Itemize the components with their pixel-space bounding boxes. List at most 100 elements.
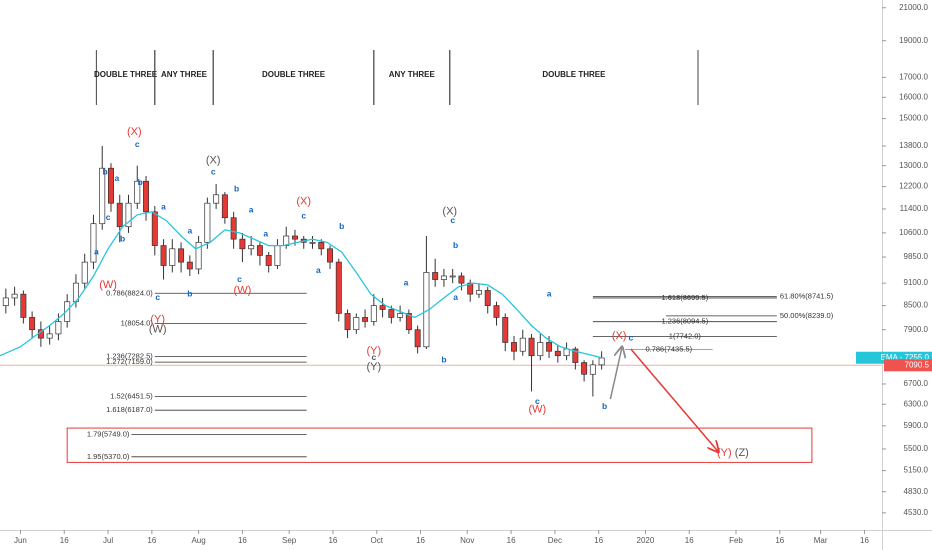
candle-body [55, 321, 62, 335]
wave-label: b [602, 401, 607, 411]
candle-body [598, 357, 605, 366]
candle-body [81, 261, 88, 284]
candle-body [563, 348, 570, 357]
section-label: ANY THREE [161, 70, 208, 79]
wave-label: (W) [234, 284, 252, 296]
candle-body [265, 255, 272, 266]
candle-body [528, 337, 535, 357]
candle-body [213, 194, 220, 204]
x-tick-label: Jun [14, 536, 27, 545]
x-tick-label: 16 [594, 536, 603, 545]
y-tick-label: 6300.0 [904, 399, 929, 408]
fib-level-label: 1.272(7159.0) [106, 357, 153, 366]
fib-level-label: 1.618(8699.5) [662, 293, 709, 302]
wave-label: a [94, 246, 99, 256]
candle-body [11, 293, 18, 299]
candle-body [99, 167, 106, 225]
candle-body [449, 275, 456, 278]
wave-label: b [339, 221, 344, 231]
candle-body [467, 282, 474, 295]
x-tick-label: Oct [371, 536, 384, 545]
fib-level-label: 1.52(6451.5) [110, 391, 153, 400]
candle-body [440, 275, 447, 280]
candle-body [248, 245, 255, 250]
wave-label: (Y) [717, 447, 732, 459]
x-tick-label: Sep [282, 536, 297, 545]
wave-label: a [114, 173, 119, 183]
candle-body [143, 180, 150, 213]
x-tick-label: 16 [775, 536, 784, 545]
candle-body [116, 202, 123, 228]
candle-body [502, 317, 509, 343]
candle-body [475, 290, 482, 295]
ema-badge-label: EMA - 7255.0 [881, 353, 930, 362]
wave-label: c [371, 352, 376, 362]
ema-line [0, 211, 602, 359]
wave-label: b [187, 288, 192, 298]
y-tick-label: 5500.0 [904, 444, 929, 453]
x-tick-label: 16 [238, 536, 247, 545]
candle-body [274, 245, 281, 266]
x-tick-label: 16 [147, 536, 156, 545]
fib-level-label: 1.236(7282.5) [106, 351, 153, 360]
candle-body [388, 309, 395, 318]
y-tick-label: 21000.0 [899, 3, 928, 12]
candle-body [537, 342, 544, 357]
candle-body [291, 235, 298, 240]
x-tick-label: Aug [191, 536, 205, 545]
candle-body [344, 313, 351, 331]
y-tick-label: 10600.0 [899, 228, 928, 237]
section-label: ANY THREE [389, 70, 436, 79]
y-tick-label: 4830.0 [904, 487, 929, 496]
wave-label: a [453, 292, 458, 302]
candle-body [581, 362, 588, 375]
candle-body [256, 245, 263, 256]
y-tick-label: 9850.0 [904, 252, 929, 261]
y-tick-label: 11400.0 [900, 204, 929, 213]
fib-level-label: 1.79(5749.0) [87, 429, 130, 438]
candle-body [204, 202, 211, 243]
y-tick-label: 6700.0 [904, 379, 929, 388]
candle-body [511, 342, 517, 352]
wave-label: (X) [127, 126, 142, 138]
candle-body [546, 342, 553, 352]
wave-label: (W) [529, 403, 547, 415]
wave-label: c [301, 210, 306, 220]
candle-body [397, 313, 404, 318]
wave-label: c [211, 166, 216, 176]
candle-body [335, 261, 342, 314]
section-label: DOUBLE THREE [542, 70, 606, 79]
wave-label: c [450, 215, 455, 225]
candle-body [414, 329, 421, 348]
candle-body [405, 313, 412, 331]
last-price-badge-label: 7090.5 [905, 360, 930, 369]
candle-body [309, 241, 316, 244]
x-tick-label: 16 [60, 536, 69, 545]
y-tick-label: 19000.0 [899, 36, 928, 45]
y-tick-label: 8500.0 [904, 301, 929, 310]
y-tick-label: 5150.0 [904, 466, 929, 475]
section-label: DOUBLE THREE [94, 70, 158, 79]
candle-body [108, 167, 114, 204]
wave-label: c [237, 274, 242, 284]
candle-body [195, 241, 202, 270]
candles [2, 146, 605, 397]
x-tick-label: Mar [814, 536, 828, 545]
wave-label: a [187, 226, 192, 236]
wave-label: b [234, 184, 239, 194]
x-tick-label: 16 [685, 536, 694, 545]
wave-label: (W) [149, 324, 167, 336]
wave-label: b [441, 355, 446, 365]
candle-body [151, 211, 158, 246]
candle-body [20, 293, 27, 318]
wave-label: (Z) [735, 447, 749, 459]
wave-label: (W) [99, 279, 117, 291]
candle-body [2, 297, 9, 306]
wave-label: c [106, 212, 111, 222]
wave-label: (Y) [366, 361, 381, 373]
wave-label: (X) [296, 196, 311, 208]
wave-label: a [161, 202, 166, 212]
candle-body [90, 223, 97, 263]
fib-level-label: 61.80%(8741.5) [780, 291, 834, 300]
x-tick-label: 16 [328, 536, 337, 545]
